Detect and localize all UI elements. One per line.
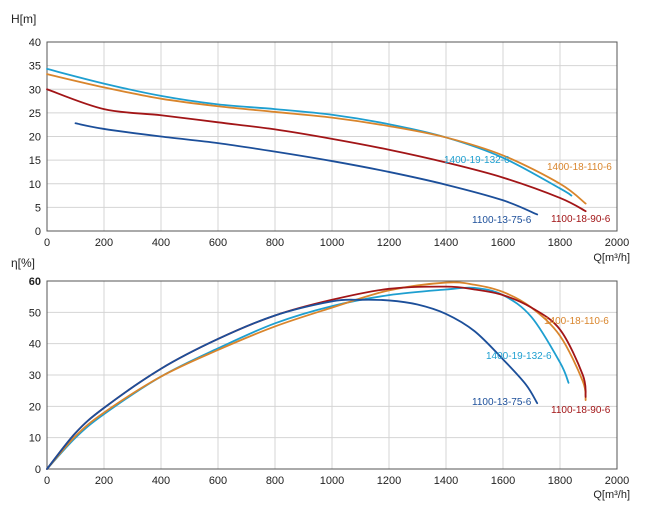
efficiency-x-tick-label: 1800 <box>548 475 572 487</box>
head-x-tick-label: 1800 <box>548 237 572 249</box>
efficiency-x-tick-label: 1600 <box>491 475 515 487</box>
head-x-tick-label: 200 <box>95 237 113 249</box>
head-series-1100-13-75-6 <box>74 122 539 216</box>
efficiency-grid <box>47 281 617 469</box>
head-x-tick-label: 400 <box>152 237 170 249</box>
eff-label-1400-18-110-6: 1400-18-110-6 <box>544 316 609 327</box>
head-y-tick-label: 35 <box>29 61 41 73</box>
head-label-1100-13-75-6: 1100-13-75-6 <box>472 215 532 226</box>
head-y-tick-label: 15 <box>29 155 41 167</box>
efficiency-series-1100-18-90-6 <box>46 285 587 470</box>
efficiency-chart: 0 200 400 600 800 1000 1200 1400 1600 1800 2000 0 10… <box>11 256 630 501</box>
head-x-tick-label: 800 <box>266 237 284 249</box>
head-y-tick-label: 25 <box>29 108 41 120</box>
efficiency-y-tick-label: 60 <box>29 276 41 288</box>
head-x-tick-label: 1600 <box>491 237 515 249</box>
head-x-tick-label: 600 <box>209 237 227 249</box>
efficiency-x-tick-label: 2000 <box>605 475 629 487</box>
head-x-tick-label: 1400 <box>434 237 458 249</box>
efficiency-x-tick-label: 0 <box>44 475 50 487</box>
efficiency-x-tick-label: 200 <box>95 475 113 487</box>
efficiency-plot-frame <box>46 280 618 470</box>
head-series-1400-18-110-6 <box>46 73 587 205</box>
efficiency-y-tick-label: 50 <box>29 307 41 319</box>
head-grid <box>47 42 617 231</box>
efficiency-x-tick-label: 600 <box>209 475 227 487</box>
efficiency-x-tick-label: 1200 <box>377 475 401 487</box>
efficiency-series-1400-18-110-6 <box>46 281 587 470</box>
eff-label-1400-19-132-6: 1400-19-132-6 <box>486 351 552 362</box>
efficiency-series-1100-13-75-6 <box>46 298 539 470</box>
head-y-axis-title: H[m] <box>11 12 36 26</box>
efficiency-y-axis-title: η[%] <box>11 256 35 270</box>
head-label-1400-19-132-6: 1400-19-132-6 <box>444 155 510 166</box>
head-x-tick-label: 1000 <box>320 237 344 249</box>
head-x-tick-label: 0 <box>44 237 50 249</box>
efficiency-y-tick-label: 40 <box>29 339 41 351</box>
head-series-1400-19-132-6 <box>46 68 573 197</box>
efficiency-y-tick-label: 20 <box>29 401 41 413</box>
head-plot-frame <box>46 41 618 232</box>
head-y-tick-label: 20 <box>29 132 41 144</box>
efficiency-x-tick-label: 1400 <box>434 475 458 487</box>
head-y-tick-label: 40 <box>29 37 41 49</box>
head-y-tick-label: 10 <box>29 179 41 191</box>
head-x-tick-label: 1200 <box>377 237 401 249</box>
efficiency-series <box>46 281 587 470</box>
head-y-tick-label: 30 <box>29 84 41 96</box>
efficiency-x-tick-label: 1000 <box>320 475 344 487</box>
head-axes: 0 200 400 600 800 1000 1200 1400 1600 1800 2000 0 5 1… <box>29 37 629 249</box>
efficiency-axes: 0 200 400 600 800 1000 1200 1400 1600 1800 2000 0 10… <box>29 276 629 487</box>
eff-label-1100-18-90-6: 1100-18-90-6 <box>551 405 611 416</box>
head-chart: 0 200 400 600 800 1000 1200 1400 1600 1800 2000 0 5 1… <box>11 12 630 264</box>
head-x-tick-label: 2000 <box>605 237 629 249</box>
efficiency-y-tick-label: 10 <box>29 433 41 445</box>
head-x-axis-title: Q[m³/h] <box>593 252 630 264</box>
head-y-tick-label: 5 <box>35 202 41 214</box>
efficiency-x-axis-title: Q[m³/h] <box>593 489 630 501</box>
head-label-1400-18-110-6: 1400-18-110-6 <box>547 162 612 173</box>
efficiency-x-tick-label: 800 <box>266 475 284 487</box>
head-series <box>46 68 587 216</box>
head-label-1100-18-90-6: 1100-18-90-6 <box>551 214 611 225</box>
efficiency-y-tick-label: 30 <box>29 370 41 382</box>
efficiency-y-tick-label: 0 <box>35 464 41 476</box>
eff-label-1100-13-75-6: 1100-13-75-6 <box>472 397 532 408</box>
efficiency-x-tick-label: 400 <box>152 475 170 487</box>
head-series-1100-18-90-6 <box>46 88 587 213</box>
head-y-tick-label: 0 <box>35 226 41 238</box>
